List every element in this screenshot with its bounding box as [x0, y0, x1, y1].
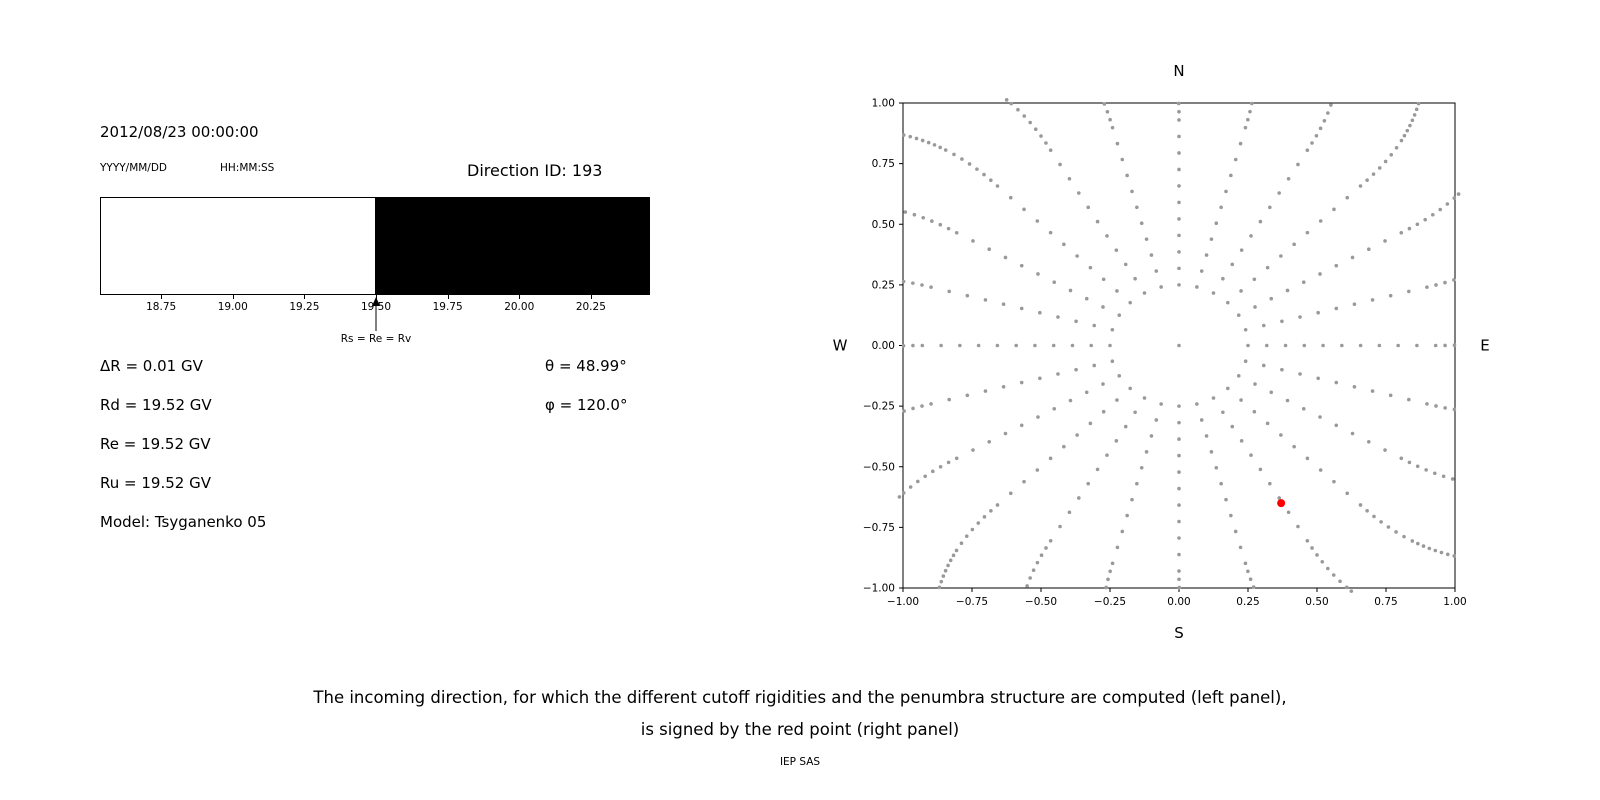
x-tick-label: 0.75: [1374, 596, 1397, 608]
compass-west-label: W: [833, 337, 848, 355]
caption-line-1: The incoming direction, for which the di…: [313, 688, 1287, 707]
rd-value: Rd = 19.52 GV: [100, 396, 212, 414]
date-format-label: YYYY/MM/DD: [100, 162, 168, 174]
x-tick-mark: [161, 295, 163, 299]
x-tick-label: −0.50: [1025, 596, 1057, 608]
x-tick-label: 0.25: [1236, 596, 1259, 608]
y-tick-label: 0.00: [872, 340, 895, 352]
compass-east-label: E: [1480, 337, 1489, 355]
x-tick-label: 18.75: [146, 301, 177, 313]
direction-scatter-plot: −1.00 −0.75 −0.50 −0.25 0.00 0.25 0.50 0.75 1.00…: [833, 62, 1490, 642]
credit-label: IEP SAS: [779, 756, 821, 768]
y-tick-label: 1.00: [872, 98, 895, 110]
y-tick-label: −0.25: [863, 401, 895, 413]
x-tick-label: 19.25: [289, 301, 320, 313]
re-value: Re = 19.52 GV: [100, 435, 211, 453]
y-tick-label: 0.50: [872, 219, 895, 231]
caption-line-2: is signed by the red point (right panel): [640, 720, 960, 739]
x-tick-mark: [519, 295, 521, 299]
x-tick-label: 19.75: [432, 301, 463, 313]
y-tick-label: −1.00: [863, 583, 895, 595]
x-tick-mark: [304, 295, 306, 299]
datetime-label: 2012/08/23 00:00:00: [100, 123, 259, 141]
x-tick-mark: [376, 295, 377, 299]
y-tick-label: −0.50: [863, 461, 895, 473]
x-tick-label: 20.25: [575, 301, 606, 313]
penumbra-chart: 18.75 19.00 19.25 19.50 19.75 20.00 20.25 Rs =…: [100, 197, 650, 345]
y-tick-label: 0.25: [872, 279, 895, 291]
x-tick-label: −1.00: [887, 596, 919, 608]
x-tick-label: 19.00: [217, 301, 248, 313]
x-tick-label: 20.00: [504, 301, 535, 313]
ru-value: Ru = 19.52 GV: [100, 474, 211, 492]
boundary-marker-label: Rs = Re = Rv: [340, 333, 412, 345]
forbidden-region: [375, 198, 649, 294]
boundary-arrow-icon: [372, 297, 380, 331]
y-tick-label: 0.75: [872, 158, 895, 170]
x-tick-mark: [232, 295, 234, 299]
time-format-label: HH:MM:SS: [220, 162, 275, 174]
theta-value: θ = 48.99°: [545, 357, 627, 375]
delta-r-value: ΔR = 0.01 GV: [100, 357, 203, 375]
x-tick-label: −0.75: [956, 596, 988, 608]
direction-id-label: Direction ID: 193: [467, 161, 603, 180]
asymptotic-direction-dots: [897, 98, 1461, 593]
phi-value: φ = 120.0°: [545, 396, 628, 414]
compass-south-label: S: [1174, 624, 1184, 642]
x-tick-label: 1.00: [1443, 596, 1466, 608]
x-tick-label: 0.00: [1167, 596, 1190, 608]
model-label: Model: Tsyganenko 05: [100, 513, 267, 531]
x-tick-mark: [447, 295, 449, 299]
compass-north-label: N: [1173, 62, 1184, 80]
x-tick-label: 0.50: [1305, 596, 1328, 608]
selected-direction-point: [1277, 499, 1286, 508]
y-tick-label: −0.75: [863, 522, 895, 534]
x-tick-label: −0.25: [1094, 596, 1126, 608]
x-tick-mark: [590, 295, 592, 299]
